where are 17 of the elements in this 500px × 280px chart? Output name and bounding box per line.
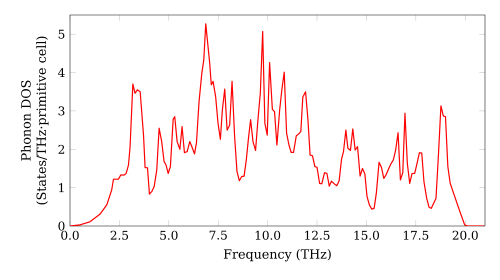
x-tick-label: 15.0: [354, 230, 379, 240]
y-tick-label: 2: [58, 144, 64, 154]
x-axis-title: Frequency (THz): [224, 248, 331, 262]
x-tick-label: 7.5: [210, 230, 227, 240]
x-tick-label: 20.0: [452, 230, 478, 240]
y-tick-label: 1: [59, 183, 64, 192]
y-tick-label: 5: [58, 30, 64, 39]
x-tick-label: 10.0: [256, 230, 280, 240]
x-tick-label: 0.0: [61, 230, 79, 240]
y-tick-label: 4: [58, 68, 65, 78]
x-tick-label: 2.5: [110, 230, 128, 240]
x-tick-label: 12.5: [305, 230, 330, 240]
x-tick-label: 5.0: [160, 230, 178, 240]
x-tick-label: 17.5: [404, 230, 428, 240]
y-tick-label: 3: [58, 106, 64, 116]
y-axis-title: Phonon DOS (States/THz·primitive cell): [20, 36, 49, 204]
y-tick-label: 0: [58, 221, 64, 231]
